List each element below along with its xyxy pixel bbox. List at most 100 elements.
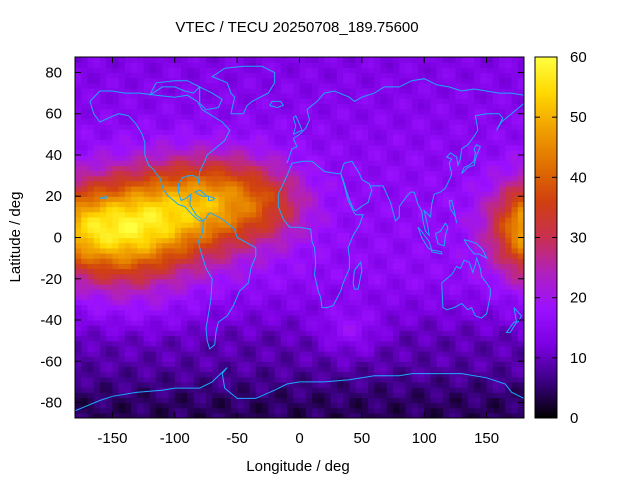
heatmap-cell: [467, 412, 475, 418]
heatmap-cell: [149, 294, 157, 300]
heatmap-cell: [174, 222, 182, 228]
heatmap-cell: [455, 294, 463, 300]
heatmap-cell: [517, 170, 524, 177]
heatmap-cell: [380, 392, 388, 398]
heatmap-cell: [499, 356, 506, 362]
heatmap-cell: [280, 67, 288, 74]
heatmap-cell: [249, 289, 257, 295]
heatmap-cell: [405, 108, 413, 115]
heatmap-cell: [318, 165, 326, 172]
heatmap-cell: [156, 258, 163, 264]
heatmap-cell: [505, 72, 513, 79]
heatmap-cell: [374, 412, 382, 418]
heatmap-cell: [255, 273, 263, 280]
heatmap-cell: [112, 350, 120, 357]
heatmap-cell: [455, 206, 463, 213]
heatmap-cell: [124, 237, 132, 244]
heatmap-cell: [361, 62, 369, 68]
heatmap-cell: [75, 149, 82, 156]
heatmap-cell: [287, 335, 294, 342]
heatmap-cell: [449, 278, 457, 285]
heatmap-cell: [449, 258, 457, 264]
heatmap-cell: [255, 175, 263, 182]
heatmap-cell: [162, 160, 170, 166]
heatmap-cell: [361, 160, 369, 166]
heatmap-cell: [149, 387, 157, 393]
heatmap-cell: [461, 345, 469, 352]
heatmap-cell: [137, 139, 145, 146]
heatmap-cell: [442, 134, 450, 141]
heatmap-cell: [467, 211, 475, 218]
heatmap-cell: [243, 206, 251, 213]
heatmap-cell: [149, 57, 157, 63]
heatmap-cell: [149, 381, 157, 388]
heatmap-cell: [293, 196, 301, 202]
heatmap-cell: [467, 201, 475, 208]
heatmap-cell: [162, 309, 170, 316]
heatmap-cell: [162, 397, 170, 404]
heatmap-cell: [255, 309, 263, 316]
heatmap-cell: [124, 320, 132, 326]
heatmap-cell: [149, 139, 157, 146]
heatmap-cell: [474, 62, 481, 68]
heatmap-cell: [106, 134, 114, 141]
heatmap-cell: [361, 216, 369, 223]
heatmap-cell: [205, 72, 213, 79]
heatmap-cell: [486, 407, 494, 414]
heatmap-cell: [474, 191, 481, 197]
heatmap-cell: [393, 180, 400, 187]
heatmap-cell: [280, 77, 288, 84]
heatmap-cell: [181, 108, 188, 115]
heatmap-cell: [181, 356, 188, 362]
heatmap-cell: [262, 232, 269, 239]
heatmap-cell: [517, 144, 524, 151]
heatmap-cell: [230, 278, 238, 285]
heatmap-cell: [386, 149, 394, 156]
heatmap-cell: [324, 350, 332, 357]
heatmap-cell: [87, 309, 95, 316]
heatmap-cell: [262, 387, 269, 393]
heatmap-cell: [449, 273, 457, 280]
heatmap-cell: [193, 62, 201, 68]
heatmap-cell: [205, 93, 213, 99]
heatmap-cell: [143, 134, 151, 141]
heatmap-cell: [318, 330, 326, 337]
heatmap-cell: [255, 77, 263, 84]
heatmap-cell: [162, 304, 170, 311]
heatmap-cell: [399, 263, 407, 270]
heatmap-cell: [336, 103, 344, 110]
heatmap-cell: [430, 201, 438, 208]
heatmap-cell: [349, 247, 357, 254]
heatmap-cell: [343, 67, 350, 74]
heatmap-cell: [99, 340, 107, 347]
heatmap-cell: [424, 129, 432, 135]
heatmap-cell: [199, 304, 207, 311]
heatmap-cell: [511, 289, 519, 295]
heatmap-cell: [461, 118, 469, 125]
heatmap-cell: [449, 191, 457, 197]
heatmap-cell: [205, 206, 213, 213]
heatmap-cell: [149, 144, 157, 151]
heatmap-cell: [124, 67, 132, 74]
heatmap-cell: [87, 325, 95, 331]
heatmap-cell: [442, 309, 450, 316]
heatmap-cell: [118, 67, 126, 74]
heatmap-cell: [75, 201, 82, 208]
heatmap-cell: [299, 294, 307, 300]
heatmap-cell: [293, 201, 301, 208]
heatmap-cell: [118, 149, 126, 156]
heatmap-cell: [237, 108, 244, 115]
heatmap-cell: [205, 113, 213, 120]
heatmap-cell: [193, 134, 201, 141]
heatmap-cell: [93, 175, 101, 182]
heatmap-cell: [436, 273, 444, 280]
heatmap-cell: [93, 273, 101, 280]
heatmap-cell: [224, 335, 232, 342]
heatmap-cell: [243, 113, 251, 120]
heatmap-cell: [262, 139, 269, 146]
heatmap-cell: [467, 397, 475, 404]
heatmap-cell: [368, 62, 375, 68]
heatmap-cell: [93, 350, 101, 357]
heatmap-cell: [442, 191, 450, 197]
heatmap-cell: [131, 216, 138, 223]
